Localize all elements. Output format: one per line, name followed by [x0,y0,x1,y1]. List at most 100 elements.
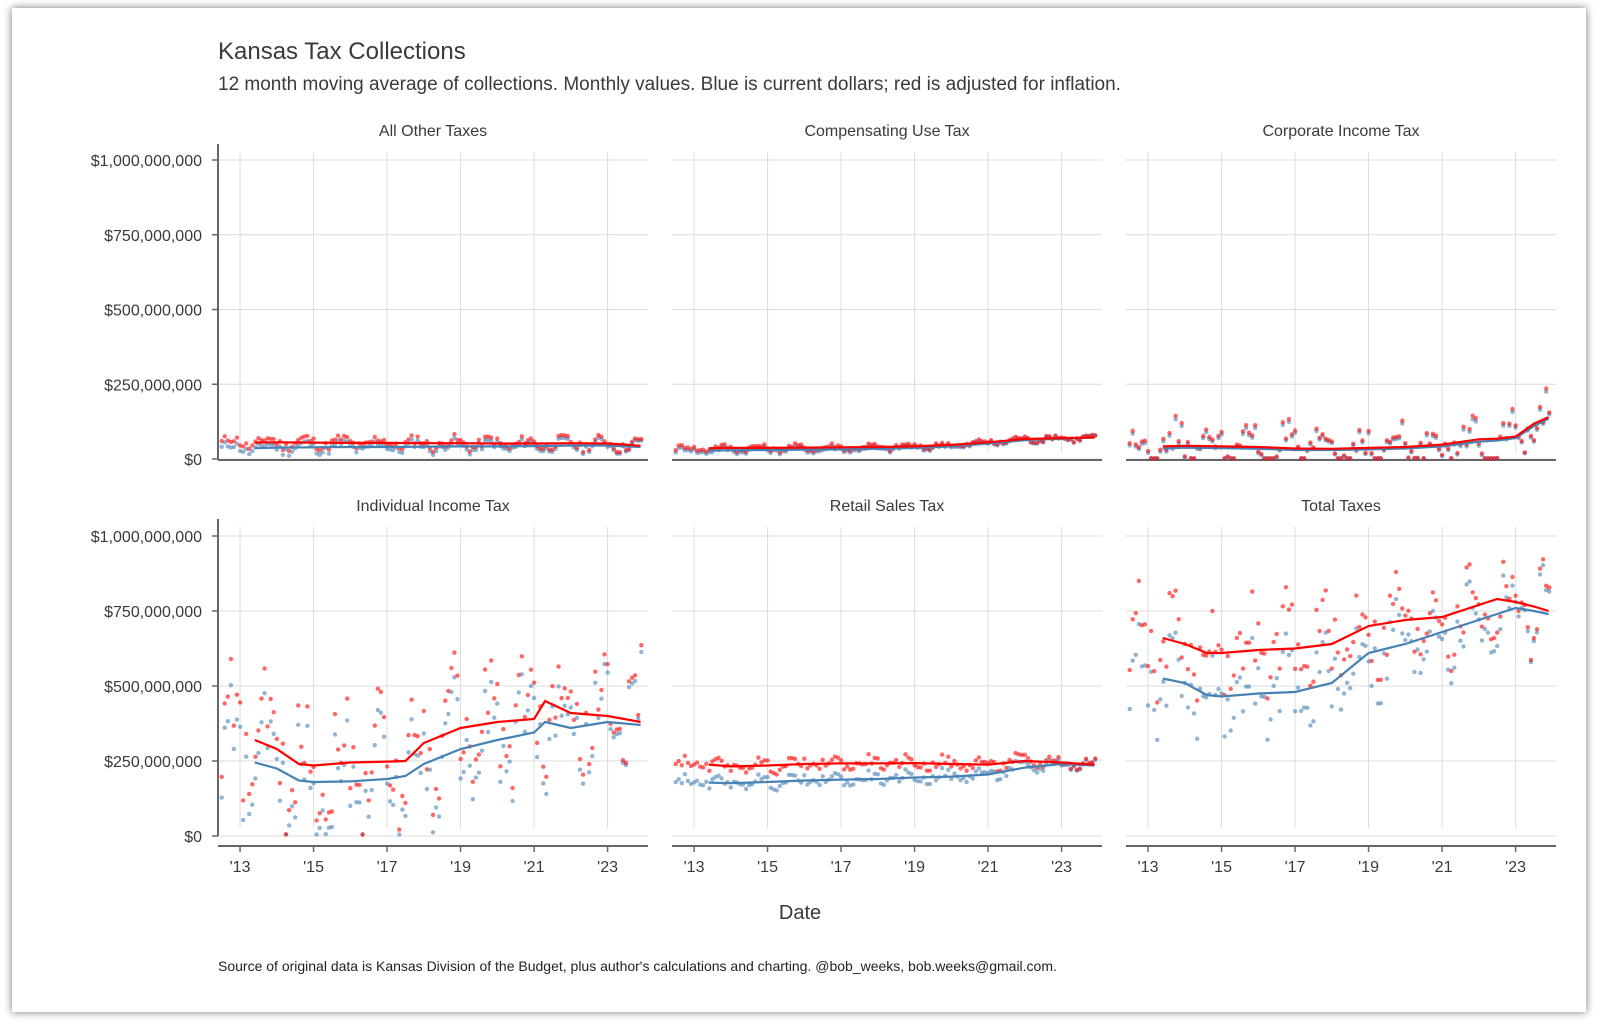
monthly-point-adjusted [1403,440,1408,446]
monthly-point-adjusted [311,436,316,441]
monthly-point-adjusted [1314,426,1319,431]
monthly-point-current [433,449,439,454]
monthly-point-current [835,772,841,777]
moving-average-line-current [1162,417,1550,452]
monthly-point-adjusted [1326,628,1331,634]
monthly-point-adjusted [1161,639,1166,644]
moving-average-line-adjusted [1162,597,1549,655]
monthly-point-adjusted [403,800,408,806]
monthly-point-current [1031,768,1037,773]
monthly-point-current [464,737,469,743]
monthly-point-adjusted [1308,440,1313,445]
monthly-point-adjusted [271,436,276,442]
monthly-point-current [250,448,255,454]
monthly-point-adjusted [611,446,616,451]
monthly-point-adjusted [1544,386,1549,391]
monthly-point-adjusted [1185,439,1191,445]
monthly-point-current [909,771,914,777]
monthly-point-adjusted [1130,617,1135,622]
monthly-point-adjusted [716,755,721,760]
monthly-point-adjusted [1194,698,1200,703]
monthly-point-current [1412,669,1417,675]
monthly-point-adjusted [1415,626,1420,632]
x-tick-label: '19 [450,859,471,876]
monthly-point-current [397,832,402,837]
monthly-point-current [329,824,335,830]
monthly-point-adjusted [1204,653,1209,658]
monthly-point-current [452,435,457,441]
monthly-point-adjusted [1133,610,1139,616]
monthly-point-adjusted [1280,604,1286,609]
monthly-point-adjusted [958,766,963,771]
monthly-point-adjusted [1332,617,1338,622]
monthly-point-adjusted [458,437,463,443]
monthly-point-current [562,703,567,708]
monthly-point-adjusted [679,442,684,448]
monthly-point-adjusted [1253,658,1258,663]
monthly-point-adjusted [342,743,347,748]
monthly-point-adjusted [1495,455,1500,461]
monthly-point-current [1348,685,1353,691]
monthly-point-adjusted [283,832,289,837]
monthly-point-adjusted [691,444,697,450]
monthly-point-adjusted [1415,455,1420,460]
monthly-point-current [1004,773,1009,779]
monthly-point-adjusted [250,782,255,787]
monthly-point-adjusted [933,764,939,770]
monthly-point-current [679,781,684,786]
monthly-point-current [927,781,933,787]
monthly-point-adjusted [562,686,567,691]
y-tick-label: $250,000,000 [104,377,202,394]
monthly-point-current [590,754,595,759]
monthly-point-adjusted [964,768,969,773]
monthly-point-adjusted [1366,428,1371,434]
monthly-point-adjusted [375,686,381,691]
monthly-point-current [219,795,224,800]
monthly-point-adjusted [1225,653,1230,659]
monthly-point-adjusted [1145,448,1151,454]
monthly-point-current [1271,683,1276,689]
monthly-point-adjusted [308,769,313,774]
monthly-point-current [262,691,267,696]
monthly-point-adjusted [436,796,442,801]
monthly-point-current [1403,637,1408,643]
monthly-point-adjusted [234,692,240,697]
x-tick-label: '17 [831,859,852,876]
monthly-point-adjusted [470,779,475,784]
y-tick-label: $250,000,000 [104,754,202,771]
monthly-point-current [1482,626,1488,632]
monthly-point-current [250,802,255,807]
monthly-point-current [1253,701,1258,706]
monthly-point-current [1363,643,1368,648]
monthly-point-adjusted [1155,700,1160,705]
monthly-point-current [762,775,767,780]
monthly-point-current [841,783,847,788]
monthly-point-current [1256,666,1261,671]
monthly-point-adjusted [479,729,485,734]
monthly-point-adjusted [1295,642,1301,647]
monthly-point-adjusted [381,714,387,720]
monthly-point-adjusted [1219,647,1224,652]
monthly-point-adjusted [1299,667,1304,672]
x-tick-label: '13 [684,859,705,876]
monthly-point-current [280,760,286,765]
monthly-point-adjusted [1341,657,1347,662]
moving-average-line-adjusted [254,699,641,767]
monthly-point-adjusted [1421,456,1426,461]
monthly-point-current [326,451,332,456]
monthly-point-current [498,779,503,784]
monthly-point-adjusted [296,703,301,708]
monthly-point-current [305,723,310,728]
monthly-point-adjusted [1433,598,1439,603]
monthly-point-adjusted [400,447,405,452]
monthly-point-current [247,451,252,457]
y-tick-label: $750,000,000 [104,604,202,621]
monthly-point-adjusted [1436,618,1442,624]
monthly-point-current [1204,695,1209,700]
monthly-point-adjusted [1142,438,1148,443]
y-tick-label: $1,000,000,000 [91,529,202,546]
monthly-point-adjusted [722,442,727,447]
monthly-point-adjusted [1341,453,1347,458]
monthly-point-adjusted [909,757,914,762]
monthly-point-adjusted [1240,666,1246,671]
